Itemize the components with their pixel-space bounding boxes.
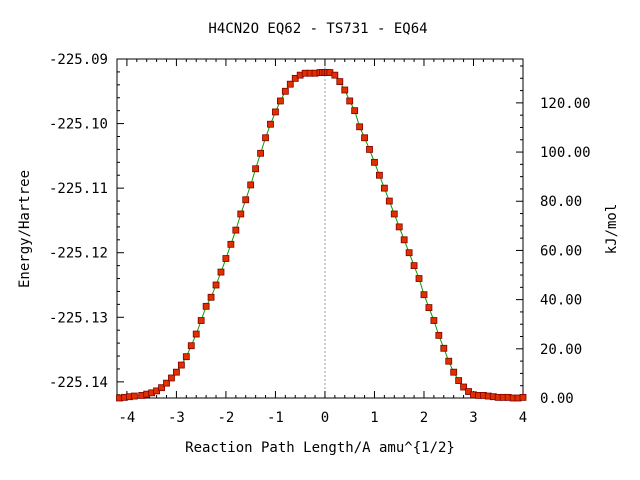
data-point: [182, 353, 190, 361]
data-point: [286, 80, 294, 88]
data-point: [173, 368, 180, 376]
energy-curve: [119, 72, 524, 399]
y-tick-label: -225.12: [49, 246, 108, 262]
data-point: [371, 158, 378, 166]
data-point: [390, 210, 398, 218]
x-tick-label: 0: [321, 410, 329, 426]
data-point: [232, 226, 240, 234]
data-point: [519, 393, 527, 401]
data-point: [440, 344, 448, 352]
data-point: [450, 368, 458, 376]
data-point: [267, 120, 274, 128]
data-point: [460, 383, 467, 391]
data-point: [247, 181, 255, 189]
x-tick-label: -4: [118, 410, 135, 426]
data-point: [130, 392, 138, 400]
data-point: [242, 196, 250, 204]
x-tick-label: 1: [370, 410, 378, 426]
data-point: [346, 97, 354, 105]
y-tick-label: -225.14: [49, 375, 108, 391]
y2-tick-label: 80.00: [540, 194, 582, 210]
y-tick-label: -225.10: [49, 117, 108, 133]
data-point: [192, 330, 200, 338]
data-point: [410, 262, 418, 270]
energy-curve-path: [119, 72, 524, 399]
data-point: [361, 134, 368, 142]
data-point: [197, 317, 205, 324]
data-point: [222, 255, 230, 262]
data-point: [356, 123, 364, 131]
y2-tick-label: 0.00: [540, 391, 574, 407]
data-point: [227, 240, 235, 248]
data-point: [331, 71, 339, 79]
data-point: [168, 374, 175, 382]
data-point: [158, 384, 165, 392]
x-axis-label: Reaction Path Length/A amu^{1/2}: [185, 440, 455, 456]
data-point: [366, 145, 373, 153]
data-point: [276, 97, 284, 105]
data-point: [341, 86, 349, 94]
x-axis-ticks: -4 -3 -2 -1 0 1 2 3 4: [116, 59, 527, 426]
data-point: [455, 377, 463, 384]
data-point: [281, 87, 289, 95]
y-axis-label: Energy/Hartree: [17, 170, 33, 288]
x-tick-label: 2: [420, 410, 428, 426]
data-point: [202, 302, 210, 310]
y2-tick-label: 100.00: [540, 145, 591, 161]
data-point: [257, 149, 264, 157]
y-tick-label: -225.13: [49, 310, 108, 326]
data-point: [376, 171, 383, 179]
data-point: [405, 249, 413, 257]
data-point: [420, 291, 428, 299]
y2-axis-label: kJ/mol: [604, 204, 620, 255]
y2-axis-ticks: 0.00 20.00 40.00 60.00 80.00 100.00 120.00: [516, 65, 591, 407]
data-point: [252, 165, 260, 173]
data-point: [415, 275, 423, 282]
x-tick-label: 3: [469, 410, 477, 426]
data-point: [262, 134, 269, 142]
data-point: [425, 304, 433, 312]
data-point: [351, 107, 359, 115]
x-tick-label: -2: [217, 410, 234, 426]
plot-frame: [116, 58, 524, 399]
data-point: [212, 281, 220, 289]
data-point: [217, 268, 225, 276]
data-point: [177, 361, 185, 369]
data-point: [187, 342, 195, 350]
y2-tick-label: 40.00: [540, 293, 582, 309]
y2-tick-label: 120.00: [540, 96, 591, 112]
chart-title: H4CN2O EQ62 - TS731 - EQ64: [208, 21, 427, 37]
data-point: [272, 108, 279, 116]
data-point: [237, 210, 245, 218]
data-point: [207, 293, 215, 301]
data-point: [435, 331, 443, 339]
y2-tick-label: 60.00: [540, 243, 582, 259]
data-point: [385, 197, 393, 205]
data-point: [445, 357, 453, 365]
data-point: [430, 317, 438, 324]
data-point: [400, 236, 408, 244]
y-tick-label: -225.11: [49, 181, 108, 197]
x-tick-label: 4: [519, 410, 527, 426]
data-point: [395, 223, 403, 231]
data-point: [336, 78, 344, 85]
x-tick-label: -3: [168, 410, 185, 426]
data-point: [380, 184, 388, 192]
y2-tick-label: 20.00: [540, 342, 582, 358]
data-point: [163, 379, 170, 387]
y-axis-ticks: -225.09 -225.10 -225.11 -225.12 -225.13 -225.…: [49, 52, 124, 396]
energy-points: [116, 69, 527, 402]
x-tick-label: -1: [267, 410, 284, 426]
y-tick-label: -225.09: [49, 52, 108, 68]
